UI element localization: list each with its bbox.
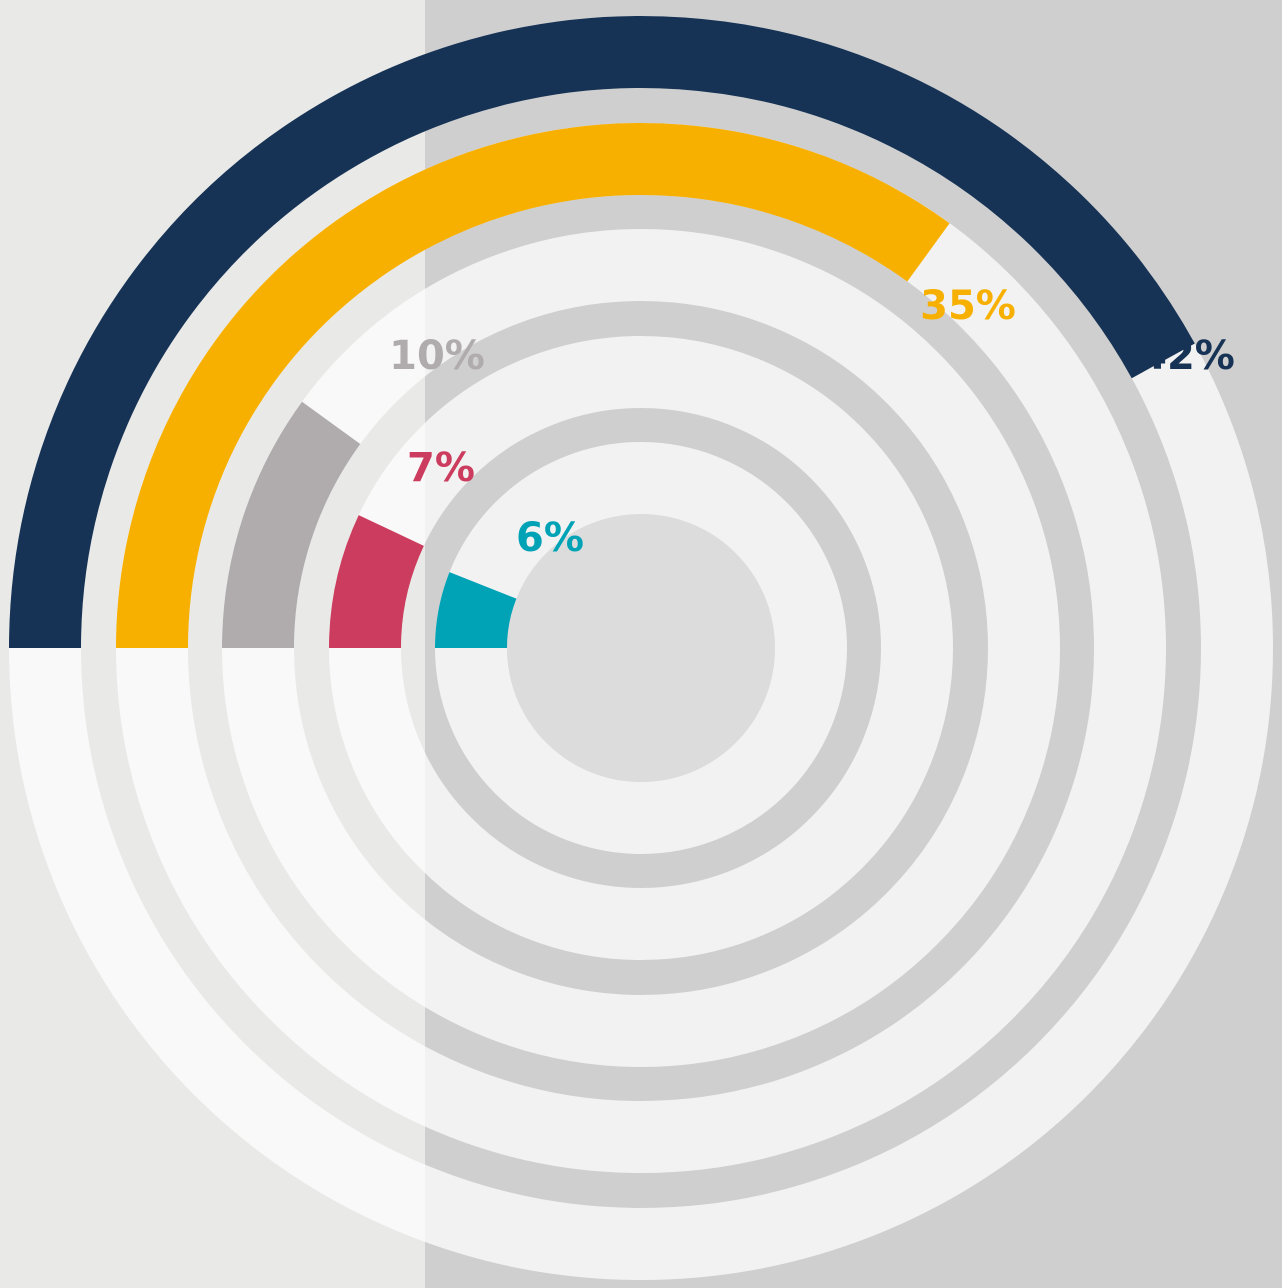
value-label: 7% — [407, 445, 475, 491]
radial-bar — [471, 585, 483, 648]
value-label: 35% — [920, 283, 1016, 329]
radial-bar — [365, 530, 391, 648]
value-label: 42% — [1139, 333, 1235, 379]
chart: 42% 35% 10% 7% 6% — [0, 0, 1282, 1288]
value-label: 10% — [389, 333, 485, 379]
value-label: 6% — [516, 515, 584, 561]
